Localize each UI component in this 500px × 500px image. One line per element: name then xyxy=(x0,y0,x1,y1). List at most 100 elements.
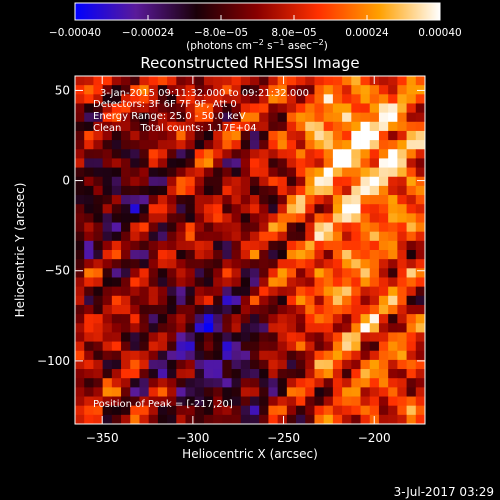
heatmap-cell xyxy=(139,369,150,379)
heatmap-cell xyxy=(305,387,315,397)
heatmap-cell xyxy=(323,94,334,104)
heatmap-cell xyxy=(139,231,150,242)
heatmap-cell xyxy=(415,213,425,223)
heatmap-cell xyxy=(406,231,417,242)
heatmap-cell xyxy=(111,304,122,315)
heatmap-cell xyxy=(250,121,260,132)
heatmap-cell xyxy=(139,314,150,324)
heatmap-cell xyxy=(259,158,269,168)
heatmap-cell xyxy=(323,185,334,196)
heatmap-cell xyxy=(157,414,168,424)
heatmap-cell xyxy=(268,268,279,278)
heatmap-cell xyxy=(148,250,159,260)
heatmap-cell xyxy=(323,231,334,242)
heatmap-cell xyxy=(167,286,177,297)
heatmap-cell xyxy=(415,103,425,114)
heatmap-cell xyxy=(286,359,297,370)
heatmap-cell xyxy=(240,341,251,352)
heatmap-cell xyxy=(369,231,380,242)
heatmap-cell xyxy=(93,195,104,205)
heatmap-cell xyxy=(296,396,306,407)
heatmap-cell xyxy=(148,396,159,407)
heatmap-cell xyxy=(93,204,104,214)
heatmap-cell xyxy=(277,250,288,260)
heatmap-cell xyxy=(240,195,251,205)
heatmap-cell xyxy=(157,176,168,187)
heatmap-cell xyxy=(332,176,343,187)
heatmap-cell xyxy=(305,140,315,150)
heatmap-cell xyxy=(75,387,85,397)
heatmap-cell xyxy=(194,295,205,306)
heatmap-cell xyxy=(351,222,361,233)
heatmap-cell xyxy=(360,195,371,205)
heatmap-cell xyxy=(296,323,306,333)
heatmap-cell xyxy=(268,323,279,333)
heatmap-cell xyxy=(305,286,315,297)
heatmap-cell xyxy=(203,350,214,361)
heatmap-cell xyxy=(84,185,94,196)
heatmap-cell xyxy=(130,130,140,141)
heatmap-cell xyxy=(351,378,361,388)
heatmap-cell xyxy=(231,268,242,278)
heatmap-cell xyxy=(139,195,150,205)
heatmap-cell xyxy=(342,149,352,159)
heatmap-cell xyxy=(342,414,352,424)
heatmap-cell xyxy=(342,268,352,278)
heatmap-cell xyxy=(102,295,113,306)
heatmap-cell xyxy=(360,359,371,370)
heatmap-cell xyxy=(415,130,425,141)
heatmap-cell xyxy=(176,295,186,306)
heatmap-cell xyxy=(222,185,232,196)
heatmap-cell xyxy=(277,176,288,187)
heatmap-cell xyxy=(305,103,315,114)
heatmap-cell xyxy=(93,130,104,141)
heatmap-cell xyxy=(360,369,371,379)
heatmap-cell xyxy=(185,396,196,407)
heatmap-cell xyxy=(397,369,407,379)
heatmap-cell xyxy=(167,222,177,233)
heatmap-cell xyxy=(351,350,361,361)
heatmap-cell xyxy=(406,387,417,397)
heatmap-cell xyxy=(130,350,140,361)
heatmap-cell xyxy=(148,405,159,416)
heatmap-cell xyxy=(323,103,334,114)
heatmap-cell xyxy=(84,94,94,104)
heatmap-cell xyxy=(102,240,113,251)
heatmap-cell xyxy=(305,332,315,342)
heatmap-cell xyxy=(323,286,334,297)
heatmap-cell xyxy=(286,341,297,352)
heatmap-cell xyxy=(351,76,361,86)
heatmap-cell xyxy=(75,414,85,424)
heatmap-cell xyxy=(397,350,407,361)
heatmap-cell xyxy=(259,341,269,352)
heatmap-cell xyxy=(388,259,398,269)
heatmap-cell xyxy=(268,286,279,297)
heatmap-cell xyxy=(323,341,334,352)
heatmap-cell xyxy=(388,158,398,168)
heatmap-cell xyxy=(84,323,94,333)
heatmap-cell xyxy=(176,204,186,214)
heatmap-cell xyxy=(342,277,352,288)
heatmap-cell xyxy=(388,222,398,233)
heatmap-cell xyxy=(139,149,150,159)
heatmap-cell xyxy=(388,121,398,132)
heatmap-cell xyxy=(415,414,425,424)
heatmap-cell xyxy=(139,414,150,424)
heatmap-cell xyxy=(102,176,113,187)
heatmap-cell xyxy=(185,304,196,315)
heatmap-cell xyxy=(314,85,325,95)
heatmap-cell xyxy=(342,85,352,95)
heatmap-cell xyxy=(176,167,186,178)
heatmap-cell xyxy=(240,286,251,297)
heatmap-cell xyxy=(351,213,361,223)
heatmap-cell xyxy=(406,213,417,223)
heatmap-cell xyxy=(213,314,223,324)
heatmap-cell xyxy=(342,405,352,416)
heatmap-cell xyxy=(314,167,325,178)
heatmap-cell xyxy=(84,286,94,297)
heatmap-cell xyxy=(102,222,113,233)
y-tick-label: 50 xyxy=(55,83,70,97)
heatmap-cell xyxy=(213,286,223,297)
heatmap-cell xyxy=(277,277,288,288)
heatmap-cell xyxy=(250,112,260,123)
